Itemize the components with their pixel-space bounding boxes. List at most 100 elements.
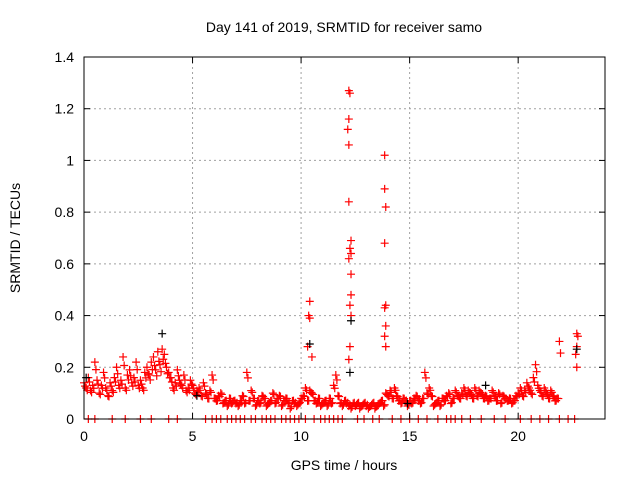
data-point [159,355,168,364]
data-point [271,399,280,408]
spike-point [380,303,389,312]
y-tick-label: 0.6 [55,256,75,272]
data-point [199,378,208,387]
spike-point [305,297,314,306]
spike-point [307,352,316,361]
data-point [542,389,551,398]
data-point [277,402,286,411]
data-point [128,382,137,391]
data-point [272,398,281,407]
data-point [242,368,251,377]
data-point [278,400,287,409]
data-point [497,398,506,407]
data-point [268,389,277,398]
data-point [238,391,247,400]
data-point [531,360,540,369]
data-point [333,391,342,400]
spike-point [573,332,582,341]
data-point [100,373,109,382]
data-point [125,365,134,374]
spike-point [347,290,356,299]
data-point [309,390,318,399]
data-point [529,373,538,382]
data-point [452,388,461,397]
data-point [81,382,90,391]
data-point [89,384,98,393]
data-point [109,388,118,397]
data-point [286,404,295,413]
data-point [261,394,270,403]
data-point [428,392,437,401]
chart-title: Day 141 of 2019, SRMTID for receiver sam… [206,19,482,35]
y-tick-label: 0.8 [55,204,75,220]
data-point [120,361,129,370]
data-point [142,363,151,372]
data-point [235,400,244,409]
data-point [171,378,180,387]
data-point [93,376,102,385]
x-tick-label: 10 [293,428,309,444]
data-point [161,359,170,368]
data-point [323,402,332,411]
data-point [393,392,402,401]
spike-point [344,115,353,124]
x-tick-label: 5 [189,428,197,444]
data-point [420,368,429,377]
data-point [152,371,161,380]
data-point [330,384,339,393]
data-point [412,391,421,400]
data-point [119,352,128,361]
data-point [456,394,465,403]
data-point [300,392,309,401]
data-point [183,388,192,397]
data-point [294,399,303,408]
data-point [103,391,112,400]
data-point [477,389,486,398]
spike-point [345,301,354,310]
data-point [108,386,117,395]
data-point [179,371,188,380]
data-point [489,388,498,397]
spike-point [343,125,352,134]
data-point [205,386,214,395]
data-point [243,373,252,382]
data-point [95,389,104,398]
data-point [447,398,456,407]
data-point [129,373,138,382]
spike-point [345,89,354,98]
data-point [519,392,528,401]
spike-point [381,202,390,211]
data-point [327,399,336,408]
data-point [200,382,209,391]
data-point [522,378,531,387]
data-point [151,365,160,374]
data-point [417,398,426,407]
data-point [426,386,435,395]
data-point [299,391,308,400]
data-point [162,363,171,372]
data-point [107,382,116,391]
y-tick-label: 0.4 [55,308,75,324]
data-point [556,349,565,358]
data-point [145,371,154,380]
data-point [419,394,428,403]
y-tick-label: 1.2 [55,101,75,117]
y-tick-label: 1 [66,152,74,168]
data-point [548,391,557,400]
y-axis-label: SRMTID / TECUs [7,183,23,293]
data-point [176,380,185,389]
data-point [315,394,324,403]
data-point [122,386,131,395]
spike-point [344,197,353,206]
data-point [158,345,167,354]
data-point [421,373,430,382]
data-point [234,402,243,411]
data-point [186,376,195,385]
data-point [306,388,315,397]
data-point [146,375,155,384]
data-point [380,400,389,409]
data-point [536,388,545,397]
data-point [247,386,256,395]
data-point [555,337,564,346]
